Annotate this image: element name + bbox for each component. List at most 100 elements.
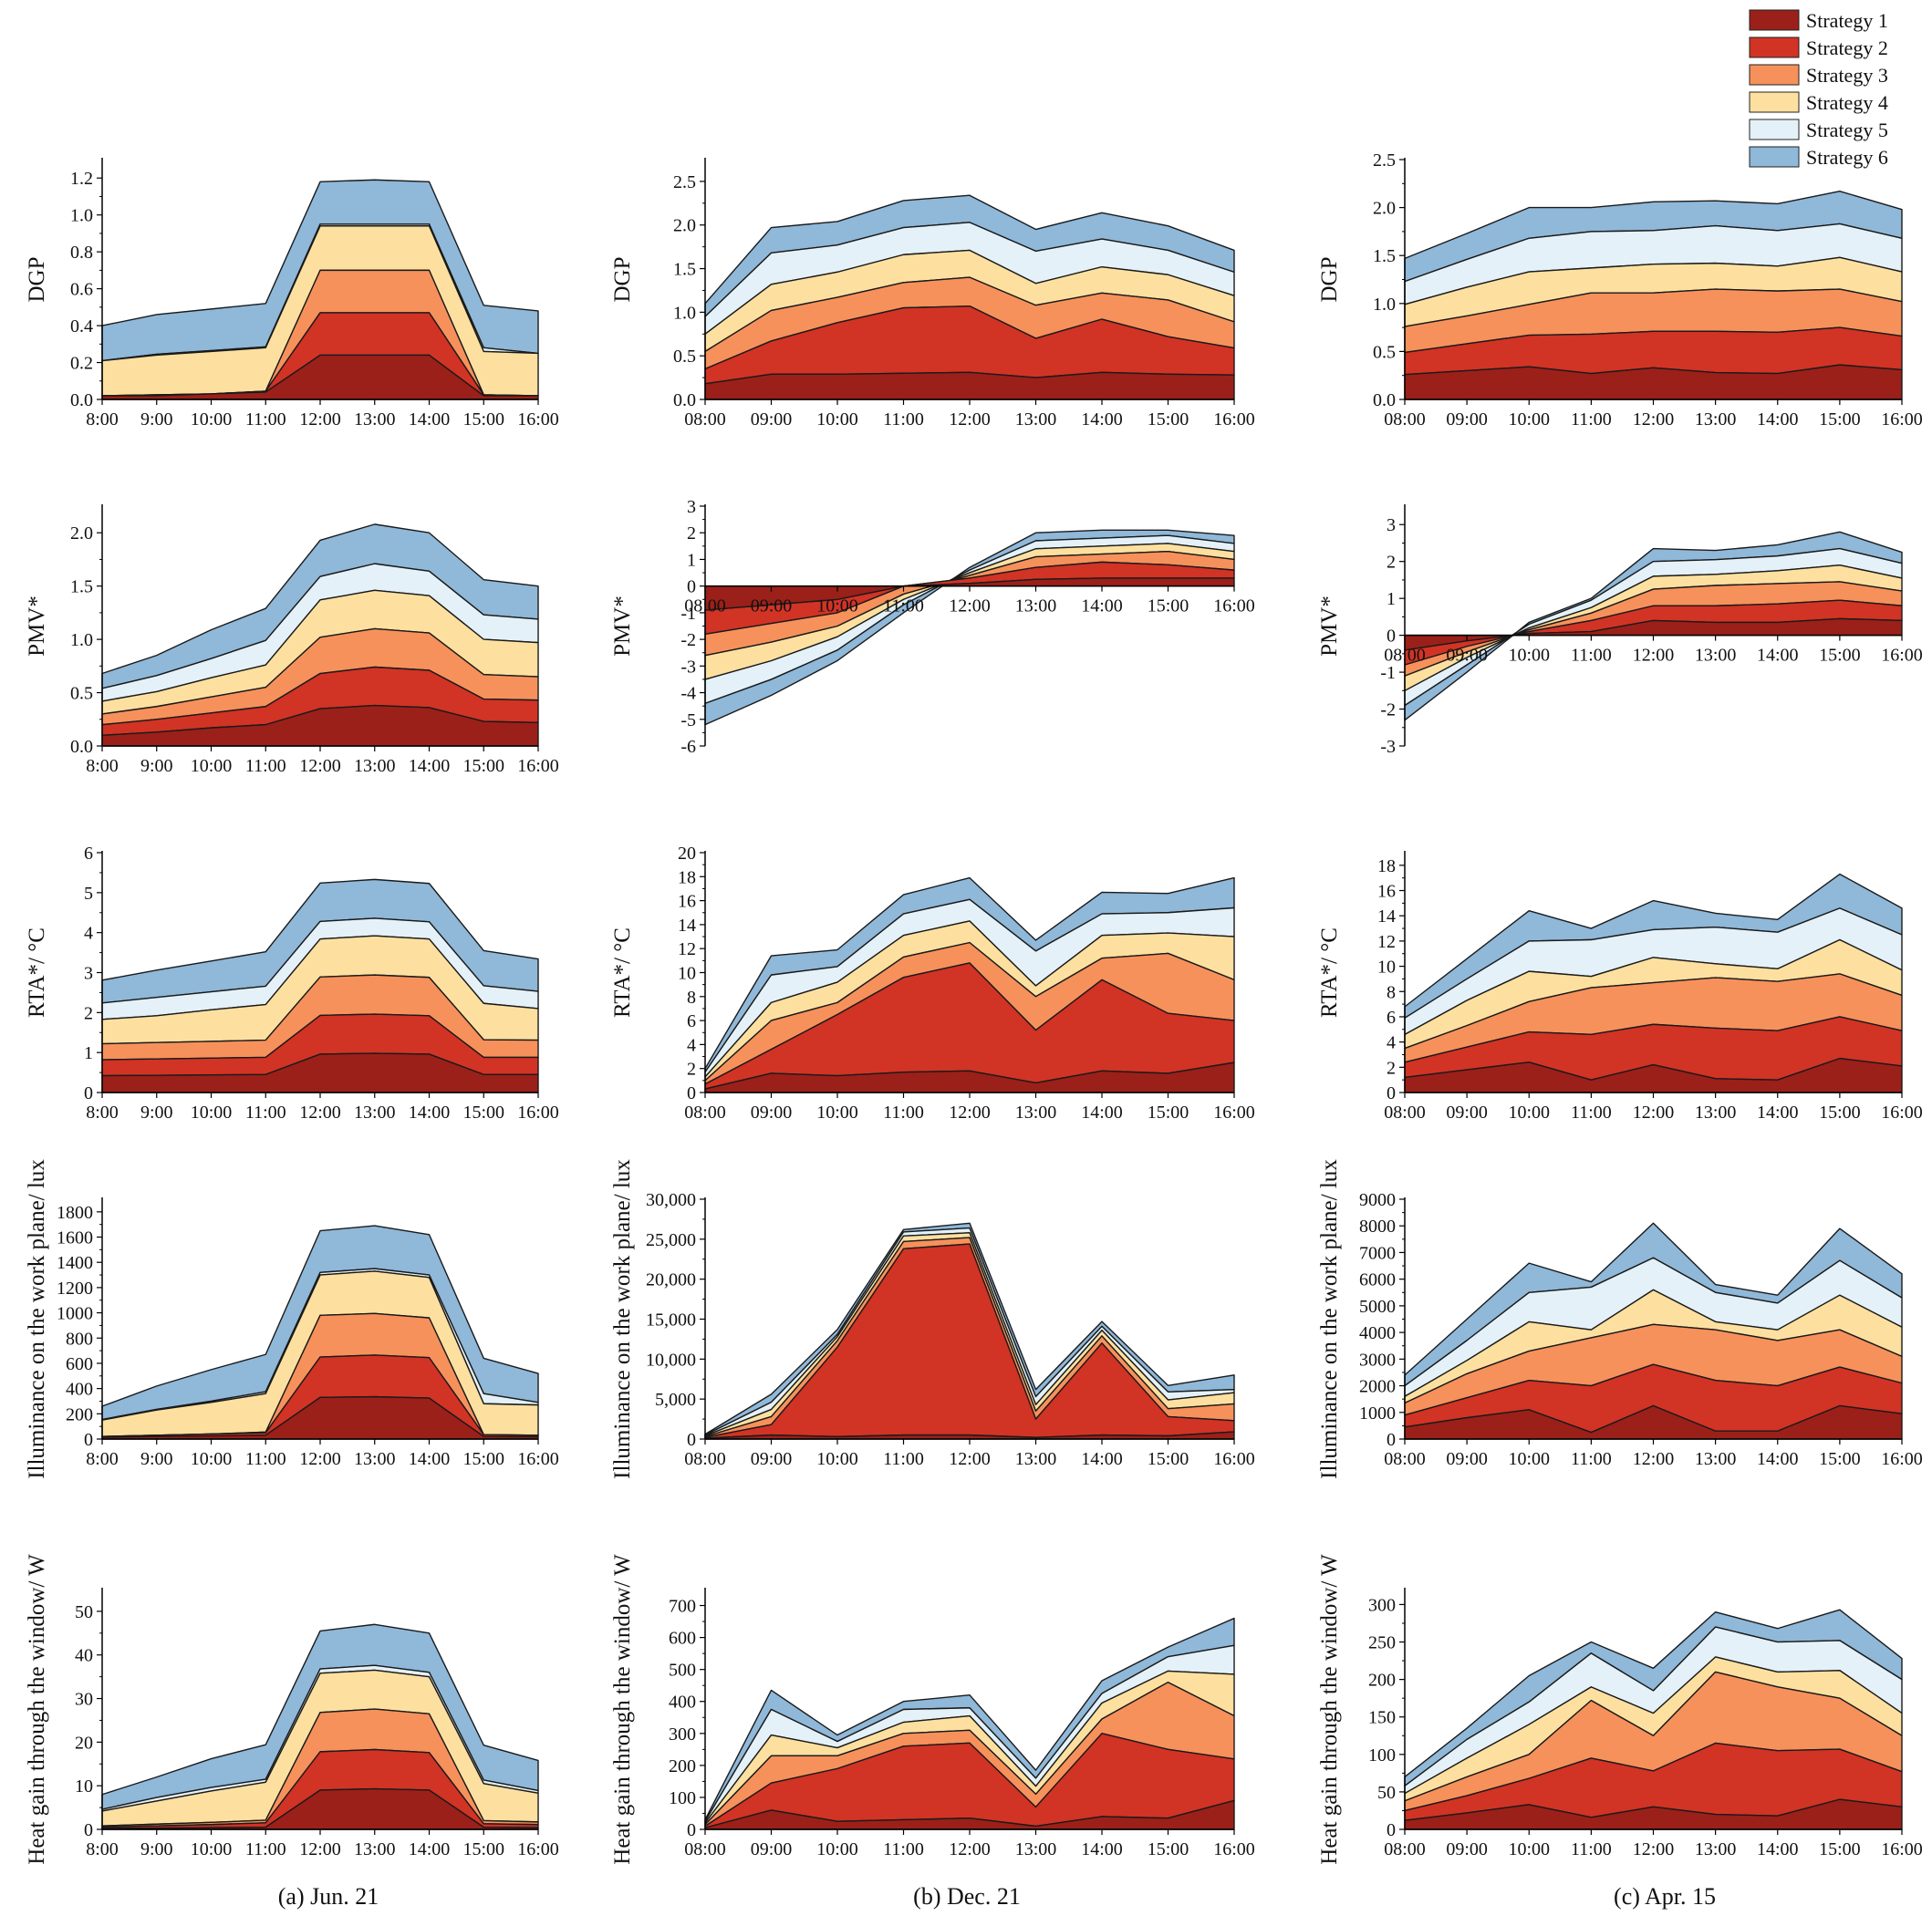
a-rta-xtick-label: 15:00 <box>462 1103 504 1123</box>
c-heat-xtick-label: 11:00 <box>1571 1839 1612 1859</box>
b-ill-xtick-label: 16:00 <box>1213 1449 1255 1469</box>
b-pmv-xtick-label: 09:00 <box>751 596 793 616</box>
c-rta-ytick-label: 12 <box>1377 932 1396 952</box>
c-heat-ytick-label: 250 <box>1368 1633 1396 1653</box>
c-pmv-ytick-label: 1 <box>1387 589 1396 609</box>
a-heat-ytick-label: 0 <box>84 1820 93 1840</box>
a-heat-xtick-label: 14:00 <box>409 1839 451 1859</box>
c-pmv-ytick-label: 3 <box>1387 515 1396 535</box>
c-rta-xtick-label: 10:00 <box>1508 1103 1550 1123</box>
a-heat-xtick-label: 9:00 <box>140 1839 173 1859</box>
c-heat-ytick-label: 0 <box>1387 1820 1396 1840</box>
panel-b-rta: 0 2 4 6 8 10 12 14 16 18 20 08:00 09:00 10:00 11:00 12:… <box>610 844 1255 1123</box>
b-ill-ylabel: Illuminance on the work plane/ lux <box>610 1159 635 1479</box>
b-heat-xtick-label: 15:00 <box>1148 1839 1189 1859</box>
a-ill-xtick-label: 13:00 <box>354 1449 396 1469</box>
c-pmv-xtick-label: 10:00 <box>1508 646 1550 666</box>
b-heat-ytick-label: 100 <box>669 1788 696 1808</box>
b-dgp-ytick-label: 0.5 <box>673 347 696 367</box>
a-pmv-xtick-label: 8:00 <box>86 756 119 776</box>
caption-dec-21: (b) Dec. 21 <box>913 1883 1021 1910</box>
b-rta-ytick-label: 14 <box>678 916 696 936</box>
legend-label-1: Strategy 1 <box>1806 9 1888 32</box>
b-pmv-ytick-label: 0 <box>687 577 696 597</box>
c-pmv-ytick-label: -3 <box>1380 737 1396 757</box>
c-rta-ytick-label: 16 <box>1377 882 1396 902</box>
b-dgp-xtick-label: 13:00 <box>1015 409 1057 430</box>
a-heat-xtick-label: 13:00 <box>354 1839 396 1859</box>
b-dgp-xtick-label: 14:00 <box>1081 409 1123 430</box>
c-heat-xtick-label: 08:00 <box>1384 1839 1426 1859</box>
c-rta-ytick-label: 8 <box>1387 982 1396 1002</box>
c-ill-ytick-label: 4000 <box>1359 1323 1396 1343</box>
c-ill-xtick-label: 16:00 <box>1881 1449 1923 1469</box>
c-ill-ytick-label: 5000 <box>1359 1297 1396 1317</box>
c-ill-ytick-label: 1000 <box>1359 1403 1396 1424</box>
a-pmv-xtick-label: 12:00 <box>299 756 341 776</box>
c-heat-xtick-label: 16:00 <box>1881 1839 1923 1859</box>
b-dgp-ytick-label: 0.0 <box>673 390 696 410</box>
b-rta-ytick-label: 0 <box>687 1083 696 1103</box>
c-ill-ytick-label: 8000 <box>1359 1217 1396 1237</box>
a-pmv-xtick-label: 14:00 <box>409 756 451 776</box>
a-rta-ytick-label: 1 <box>84 1043 93 1063</box>
b-heat-xtick-label: 10:00 <box>816 1839 858 1859</box>
a-ill-ytick-label: 600 <box>66 1354 93 1374</box>
b-rta-xtick-label: 09:00 <box>751 1103 793 1123</box>
c-pmv-xtick-label: 15:00 <box>1819 646 1861 666</box>
b-pmv-xtick-label: 08:00 <box>684 596 726 616</box>
a-ill-xtick-label: 12:00 <box>299 1449 341 1469</box>
a-dgp-ytick-label: 0.6 <box>70 280 93 300</box>
b-pmv-ytick-label: 3 <box>687 497 696 517</box>
a-dgp-xtick-label: 14:00 <box>409 409 451 430</box>
a-ill-ylabel: Illuminance on the work plane/ lux <box>25 1159 49 1479</box>
panel-a-rta: 0 1 2 3 4 5 6 8:00 9:00 10:00 11:00 12:00 13:00 14:00… <box>25 844 559 1123</box>
a-ill-ytick-label: 1200 <box>57 1279 93 1299</box>
c-ill-ytick-label: 9000 <box>1359 1190 1396 1210</box>
legend-label-5: Strategy 5 <box>1806 119 1888 141</box>
legend-swatch-3 <box>1749 64 1800 86</box>
a-rta-ytick-label: 3 <box>84 964 93 984</box>
legend-swatch-4 <box>1749 91 1800 113</box>
b-pmv-xtick-label: 16:00 <box>1213 596 1255 616</box>
b-heat-ytick-label: 400 <box>669 1693 696 1713</box>
b-pmv-ylabel: PMV* <box>610 596 635 657</box>
b-pmv-xtick-label: 10:00 <box>816 596 858 616</box>
legend-swatch-2 <box>1749 36 1800 58</box>
b-ill-ytick-label: 5,000 <box>655 1390 696 1410</box>
c-pmv-xtick-label: 09:00 <box>1446 646 1488 666</box>
a-ill-ytick-label: 1800 <box>57 1203 93 1223</box>
c-pmv-xtick-label: 16:00 <box>1881 646 1923 666</box>
c-dgp-xtick-label: 12:00 <box>1633 409 1675 430</box>
a-ill-ytick-label: 1400 <box>57 1253 93 1273</box>
panel-c-heat: 0 50 100 150 200 250 300 08:00 09:00 10:00 11:00 12… <box>1317 1554 1923 1865</box>
b-rta-ytick-label: 4 <box>687 1035 696 1055</box>
b-ill-ytick-label: 30,000 <box>646 1190 696 1210</box>
a-pmv-xtick-label: 15:00 <box>462 756 504 776</box>
legend-swatch-6 <box>1749 146 1800 168</box>
b-ill-xtick-label: 13:00 <box>1015 1449 1057 1469</box>
b-ill-xtick-label: 10:00 <box>816 1449 858 1469</box>
b-ill-ytick-label: 25,000 <box>646 1230 696 1250</box>
a-pmv-ytick-label: 1.5 <box>70 577 93 597</box>
c-pmv-ylabel: PMV* <box>1317 596 1342 657</box>
a-rta-xtick-label: 8:00 <box>86 1103 119 1123</box>
b-dgp-xtick-label: 09:00 <box>751 409 793 430</box>
a-heat-xtick-label: 11:00 <box>245 1839 286 1859</box>
b-rta-xtick-label: 13:00 <box>1015 1103 1057 1123</box>
panel-c-rta: 0 2 4 6 8 10 12 14 16 18 08:00 09:00 10:00 11:00 12:00… <box>1317 851 1923 1123</box>
c-dgp-ytick-label: 1.0 <box>1373 295 1396 315</box>
c-rta-ytick-label: 14 <box>1377 906 1396 927</box>
b-pmv-ytick-label: -6 <box>680 737 696 757</box>
a-ill-xtick-label: 11:00 <box>245 1449 286 1469</box>
a-heat-xtick-label: 8:00 <box>86 1839 119 1859</box>
a-ill-xtick-label: 16:00 <box>517 1449 559 1469</box>
c-rta-ylabel: RTA*/ °C <box>1317 927 1342 1018</box>
b-dgp-xtick-label: 10:00 <box>816 409 858 430</box>
c-dgp-xtick-label: 13:00 <box>1695 409 1737 430</box>
b-rta-ytick-label: 2 <box>687 1060 696 1080</box>
c-ill-xtick-label: 13:00 <box>1695 1449 1737 1469</box>
b-pmv-xtick-label: 15:00 <box>1148 596 1189 616</box>
c-heat-ytick-label: 300 <box>1368 1595 1396 1615</box>
panel-a-pmv: 0.0 0.5 1.0 1.5 2.0 8:00 9:00 10:00 11:00 12:00 13… <box>25 504 559 776</box>
